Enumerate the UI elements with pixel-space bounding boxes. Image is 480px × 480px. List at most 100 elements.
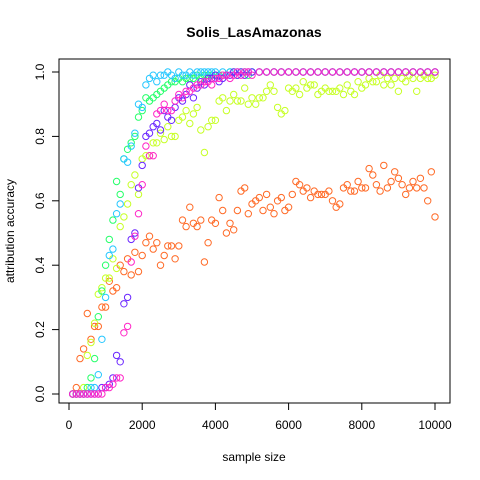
data-point [120,329,128,337]
data-point [336,200,344,208]
data-point [182,106,190,115]
data-point [142,81,150,89]
data-point [281,106,289,115]
data-point [69,390,77,398]
data-point [295,90,304,99]
data-point [259,94,267,102]
data-point [153,78,161,86]
data-point [171,255,179,263]
series-6 [69,68,439,398]
data-point [149,152,157,160]
data-point [431,68,439,76]
data-point [262,190,271,199]
x-tick-label: 2000 [129,418,156,432]
data-point [380,161,388,170]
data-point [131,129,139,137]
data-point [424,68,432,76]
data-point [167,242,176,250]
data-point [277,193,285,202]
data-point [87,390,95,398]
data-point [83,309,92,318]
data-point [204,239,212,247]
data-point [171,74,179,83]
data-point [394,87,403,96]
data-point [101,303,110,311]
data-point [306,81,315,89]
data-point [164,242,172,250]
data-point [354,177,362,186]
data-point [361,81,370,89]
data-point [145,232,154,240]
data-point [101,274,110,282]
data-point [131,171,139,179]
data-point [413,184,421,192]
data-point [178,216,187,224]
data-point [123,322,132,331]
data-point [416,174,425,183]
data-point [270,210,278,218]
x-tick-label: 4000 [202,418,229,432]
data-point [171,132,179,141]
data-point [262,68,271,76]
data-point [145,129,154,137]
data-point [325,187,333,195]
data-point [354,78,362,86]
data-point [76,390,84,398]
y-tick-label: 0.4 [33,257,47,274]
data-point [233,97,242,105]
data-point [98,335,106,343]
data-point [211,74,220,83]
data-point [219,206,227,215]
data-point [164,106,172,115]
data-point [156,71,165,79]
y-axis-label: attribution accuracy [3,179,17,283]
data-point [109,380,117,388]
data-point [153,119,161,128]
data-point [226,97,234,105]
data-point [197,126,205,134]
chart-title: Solis_LasAmazonas [186,24,322,40]
data-point [149,139,157,147]
data-point [109,216,117,224]
data-point [90,390,99,398]
data-point [380,68,388,76]
data-point [277,68,285,76]
data-point [200,78,209,86]
data-point [197,68,205,76]
data-point [171,97,179,105]
data-point [241,184,249,192]
data-point [259,206,267,215]
data-point [72,390,81,398]
data-point [241,68,249,76]
y-tick-label: 0.6 [33,192,47,209]
data-point [127,258,135,266]
data-point [222,106,231,115]
data-point [189,94,198,102]
data-point [131,229,139,237]
data-point [310,81,318,89]
data-point [270,68,278,76]
data-point [288,190,296,199]
data-point [90,354,99,363]
data-point [306,193,315,202]
data-point [94,371,103,379]
data-point [138,251,146,260]
data-point [372,181,381,189]
data-point [284,68,293,76]
data-point [149,245,157,253]
data-point [416,68,425,76]
data-point [87,374,95,382]
data-point [208,81,216,89]
data-point [262,87,271,96]
data-point [127,139,135,147]
data-point [376,187,384,195]
data-point [98,284,106,292]
data-point [193,222,201,231]
data-point [343,81,351,89]
data-point [142,239,150,247]
data-point [365,68,373,76]
data-point [350,187,359,195]
data-point [145,152,154,160]
data-point [402,68,410,76]
